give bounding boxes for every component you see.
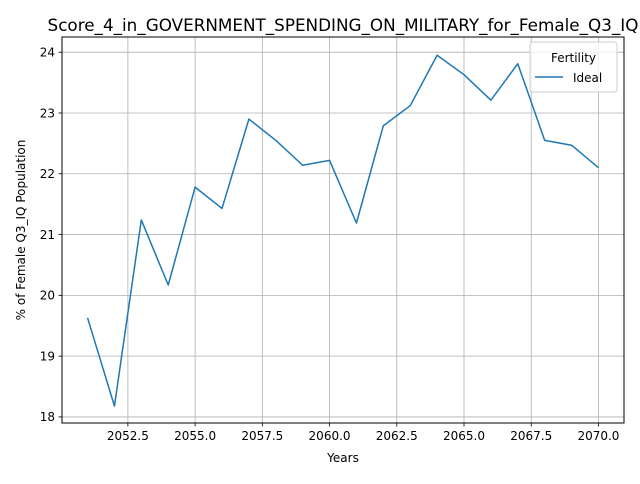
x-tick-label: 2062.5 bbox=[376, 429, 418, 443]
series-line-ideal bbox=[86, 54, 599, 407]
legend-title: Fertility bbox=[551, 51, 596, 65]
y-tick-label: 19 bbox=[40, 349, 55, 363]
chart-title: Score_4_in_GOVERNMENT_SPENDING_ON_MILITA… bbox=[48, 15, 639, 36]
y-axis-label: % of Female Q3_IQ Population bbox=[14, 140, 28, 321]
x-tick-label: 2067.5 bbox=[510, 429, 552, 443]
legend: Fertility Ideal bbox=[529, 41, 618, 93]
y-tick-label: 22 bbox=[40, 167, 55, 181]
y-axis-ticks: 18 19 20 21 22 23 24 bbox=[40, 45, 62, 424]
x-tick-label: 2055.0 bbox=[174, 429, 216, 443]
grid-lines bbox=[62, 37, 624, 423]
legend-box bbox=[529, 41, 618, 93]
legend-entry-ideal: Ideal bbox=[573, 71, 602, 85]
y-tick-label: 20 bbox=[40, 289, 55, 303]
y-tick-label: 21 bbox=[40, 228, 55, 242]
x-axis-ticks: 2052.5 2055.0 2057.5 2060.0 2062.5 2065.0 2067… bbox=[107, 423, 619, 443]
x-tick-label: 2060.0 bbox=[309, 429, 351, 443]
x-tick-label: 2052.5 bbox=[107, 429, 149, 443]
x-tick-label: 2070.0 bbox=[577, 429, 619, 443]
y-tick-label: 18 bbox=[40, 410, 55, 424]
y-tick-label: 23 bbox=[40, 106, 55, 120]
x-tick-label: 2057.5 bbox=[241, 429, 283, 443]
y-tick-label: 24 bbox=[40, 45, 55, 59]
plot-frame bbox=[61, 36, 625, 424]
series-lines bbox=[86, 54, 599, 407]
x-tick-label: 2065.0 bbox=[443, 429, 485, 443]
x-axis-label: Years bbox=[326, 451, 359, 465]
